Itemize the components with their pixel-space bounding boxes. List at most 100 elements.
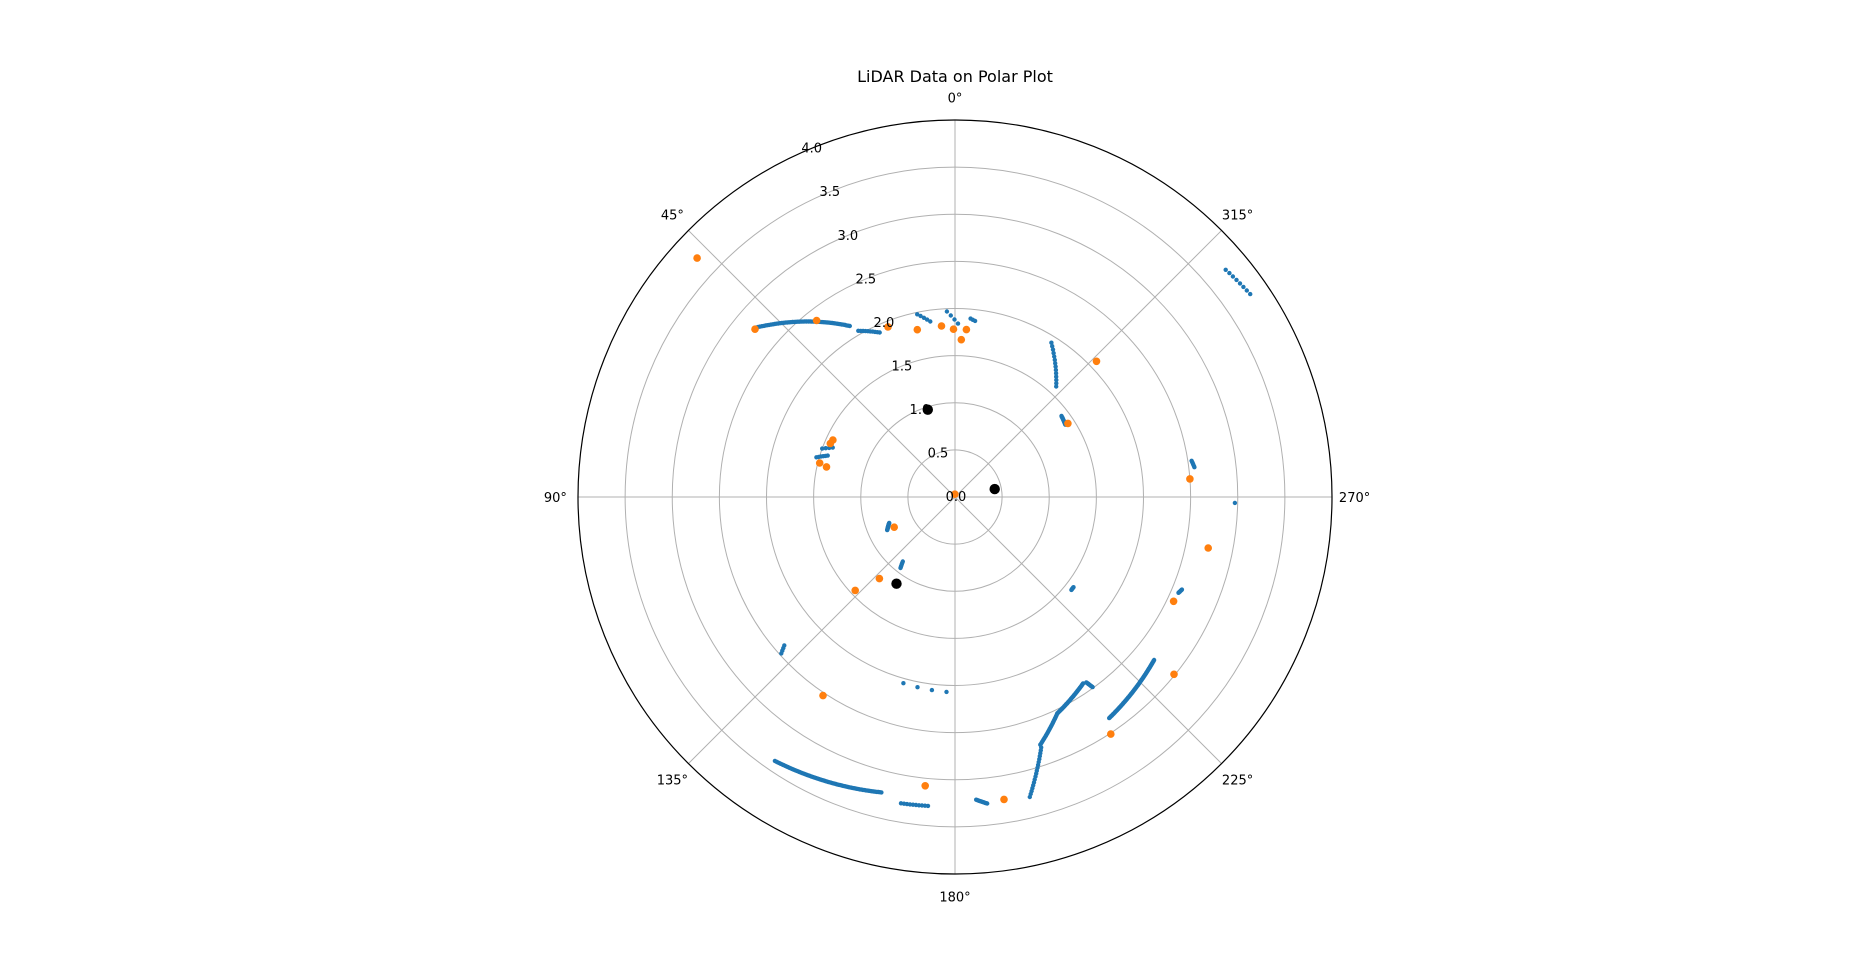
scan-point: [898, 801, 904, 806]
theta-tick-label: 90°: [544, 491, 567, 506]
scan-point: [929, 687, 935, 693]
r-tick-label: 2.5: [855, 272, 876, 287]
scan-point: [1050, 344, 1055, 349]
feature-point: [951, 490, 959, 499]
scan-point: [1107, 715, 1112, 721]
scan-point: [1052, 354, 1057, 359]
scan-point: [1051, 350, 1056, 356]
scan-point: [1223, 267, 1228, 272]
scan-point: [1230, 274, 1236, 279]
scan-point: [1050, 347, 1056, 352]
theta-tick-label: 225°: [1222, 774, 1253, 789]
chart-title: LiDAR Data on Polar Plot: [857, 67, 1053, 86]
feature-point: [884, 323, 892, 331]
r-tick-label: 3.5: [819, 185, 840, 200]
scan-point: [928, 319, 933, 324]
scan-point: [1054, 384, 1059, 389]
r-tick-label: 0.5: [928, 447, 949, 462]
scan-point: [1054, 377, 1059, 383]
feature-point: [890, 523, 898, 531]
scan-point: [1227, 270, 1232, 276]
feature-point: [815, 459, 824, 467]
scan-point: [1054, 381, 1059, 386]
scan-point: [1054, 374, 1059, 379]
feature-point: [819, 691, 827, 700]
scan-point: [974, 797, 979, 802]
feature-point: [913, 325, 922, 334]
scan-point: [877, 330, 882, 335]
feature-point: [921, 782, 929, 790]
feature-point: [822, 463, 831, 471]
scan-point: [820, 446, 825, 451]
r-tick-label: 1.5: [892, 359, 913, 374]
grid-spoke: [688, 230, 956, 498]
scan-point: [1248, 291, 1253, 297]
grid-spoke: [954, 230, 1222, 498]
feature-point: [1000, 795, 1008, 804]
feature-point: [1169, 597, 1178, 606]
feature-point: [1186, 475, 1194, 483]
scan-point: [924, 317, 930, 322]
r-tick-label: 3.0: [837, 229, 858, 244]
feature-point: [875, 574, 884, 583]
grid-spoke: [688, 496, 956, 764]
scan-point: [1027, 794, 1033, 800]
r-tick-label: 1.0: [910, 403, 931, 418]
scan-point: [1052, 357, 1058, 363]
scan-point: [1053, 361, 1058, 366]
scan-point: [944, 689, 949, 695]
scan-point: [885, 527, 890, 533]
polar-grid: [577, 119, 1333, 875]
scan-point: [1241, 284, 1246, 290]
feature-point: [851, 586, 859, 595]
scan-point: [1053, 367, 1059, 373]
tick-labels: 0.0 0.5 1.0 1.5 2.0 2.5 3.0 3.5 4.0 0° 45° 90° 135° 1…: [544, 91, 1370, 905]
feature-point: [1204, 544, 1212, 552]
scan-point: [952, 317, 957, 322]
scan-point: [1237, 281, 1243, 286]
scan-point: [955, 321, 961, 326]
scan-point: [972, 318, 978, 324]
feature-point: [949, 325, 958, 334]
theta-tick-label: 45°: [661, 208, 684, 223]
scan-point: [944, 309, 950, 314]
scan-point: [823, 446, 828, 451]
feature-point: [957, 335, 966, 344]
feature-point: [1064, 419, 1072, 428]
scan-point: [915, 685, 920, 690]
scan-point: [1244, 288, 1250, 293]
scan-point: [1053, 371, 1059, 376]
scan-point: [782, 643, 787, 648]
theta-tick-label: 180°: [939, 891, 970, 906]
scan-point: [1234, 277, 1239, 283]
scan-point: [915, 312, 920, 317]
feature-point: [751, 325, 759, 334]
polar-frame: [577, 119, 1333, 875]
marker-point: [922, 404, 933, 415]
scan-point: [921, 315, 927, 320]
scan-point: [1049, 340, 1054, 345]
theta-tick-label: 0°: [948, 91, 963, 106]
scan-point: [900, 559, 905, 564]
r-tick-label: 2.0: [874, 316, 895, 331]
scan-point: [918, 313, 923, 319]
feature-point: [1107, 730, 1115, 738]
scan-point: [1232, 500, 1238, 506]
theta-tick-label: 315°: [1222, 208, 1253, 223]
scan-point: [1053, 364, 1058, 369]
scan-point: [1192, 465, 1197, 470]
scan-point: [847, 323, 852, 329]
feature-point: [1092, 357, 1101, 366]
scan-point: [772, 758, 778, 764]
scan-point: [901, 681, 906, 686]
feature-point: [962, 325, 971, 334]
scan-point: [814, 455, 819, 460]
data-series: [693, 254, 1253, 809]
r-tick-label: 0.0: [946, 490, 967, 505]
theta-tick-label: 270°: [1339, 491, 1370, 506]
r-tick-label: 4.0: [801, 142, 822, 157]
feature-point: [1170, 670, 1178, 679]
grid-spoke: [954, 496, 1222, 764]
